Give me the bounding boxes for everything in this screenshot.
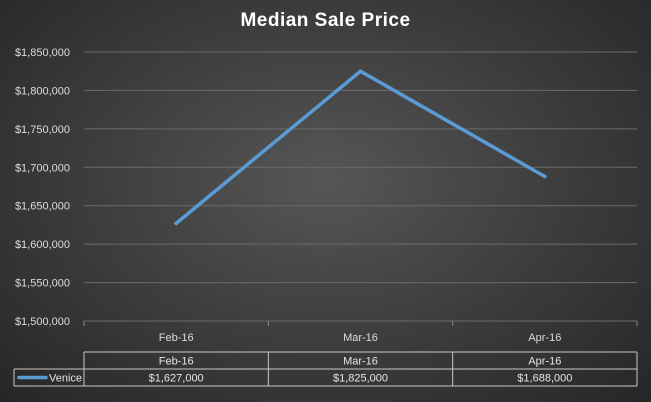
x-tick-label: Feb-16 — [159, 332, 194, 344]
table-row-label: Venice — [49, 373, 82, 385]
y-tick-label: $1,650,000 — [15, 201, 70, 213]
table-cell: $1,825,000 — [333, 373, 388, 385]
chart-title: Median Sale Price — [240, 10, 411, 31]
data-point — [358, 69, 363, 74]
y-tick-label: $1,550,000 — [15, 278, 70, 290]
table-header-cell: Apr-16 — [528, 356, 561, 368]
table-cell: $1,688,000 — [517, 373, 572, 385]
y-tick-label: $1,500,000 — [15, 316, 70, 328]
y-tick-label: $1,800,000 — [15, 85, 70, 97]
data-point — [174, 221, 178, 226]
table-cell: $1,627,000 — [149, 373, 204, 385]
table-header-cell: Mar-16 — [343, 356, 378, 368]
x-tick-label: Apr-16 — [528, 332, 561, 344]
data-point — [543, 174, 547, 179]
table-header-cell: Feb-16 — [159, 356, 194, 368]
y-tick-label: $1,750,000 — [15, 124, 70, 136]
y-tick-label: $1,600,000 — [15, 239, 70, 251]
series-line-venice — [174, 69, 547, 226]
y-tick-label: $1,850,000 — [15, 47, 70, 59]
x-tick-label: Mar-16 — [343, 332, 378, 344]
y-tick-label: $1,700,000 — [15, 162, 70, 174]
